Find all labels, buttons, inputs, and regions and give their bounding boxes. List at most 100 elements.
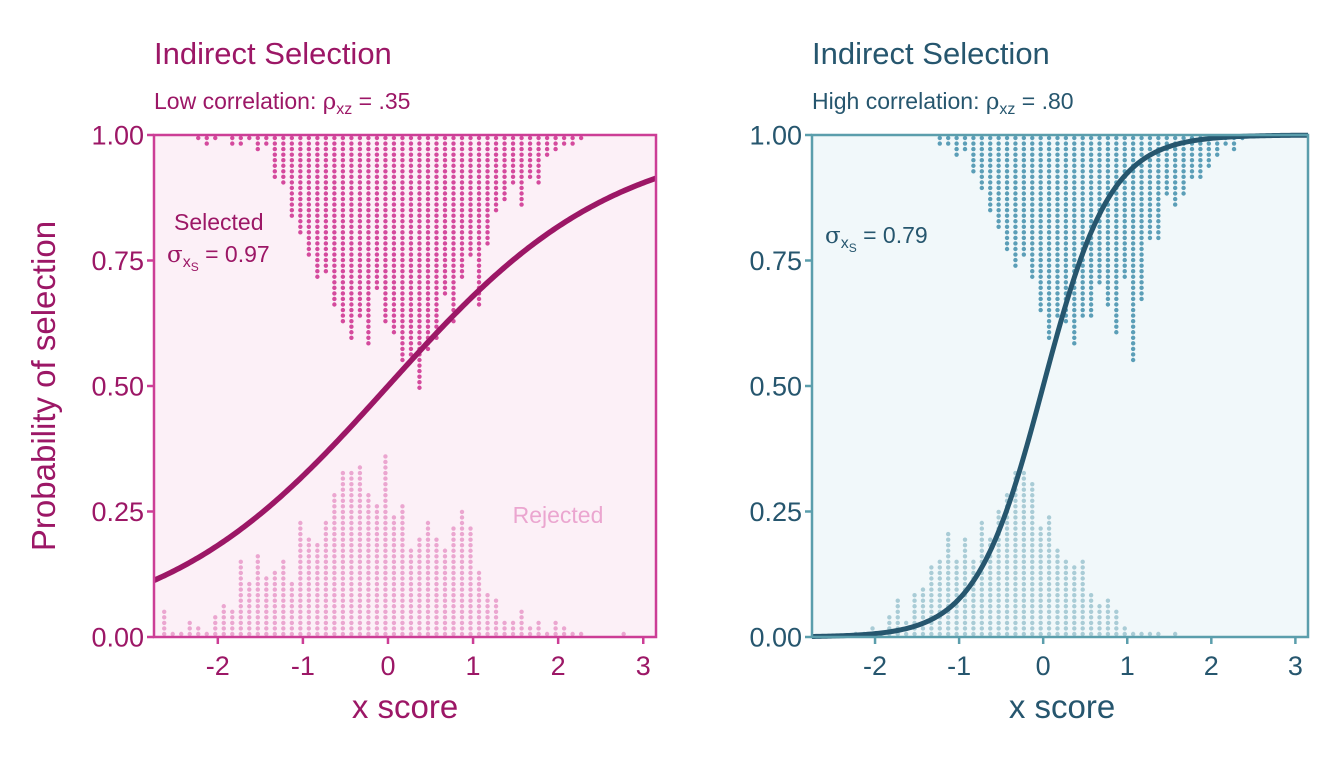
selected-dot	[349, 257, 354, 263]
rejected-dot	[1063, 559, 1069, 565]
selected-dot	[281, 163, 286, 168]
rejected-dot	[383, 615, 388, 620]
selected-dot	[1181, 169, 1186, 174]
selected-dot	[988, 158, 993, 163]
selected-dot	[340, 269, 346, 274]
rejected-dot	[1046, 631, 1052, 637]
selected-dot	[1114, 330, 1119, 335]
rejected-dot	[315, 576, 320, 581]
rejected-dot	[264, 620, 269, 626]
rejected-dot	[349, 565, 354, 570]
selected-dot	[357, 196, 363, 202]
selected-dot	[1147, 213, 1153, 218]
selected-dot	[408, 346, 414, 352]
selected-dot	[1105, 241, 1111, 246]
selected-dot	[1114, 269, 1119, 274]
selected-dot	[544, 152, 550, 157]
rejected-dot	[349, 587, 354, 592]
selected-dot	[391, 296, 397, 302]
selected-dot	[1004, 207, 1010, 213]
rejected-dot	[434, 598, 439, 603]
rejected-dot	[357, 493, 363, 498]
rejected-dot	[272, 620, 278, 626]
selected-dot	[1038, 230, 1043, 235]
selected-dot	[315, 274, 320, 279]
selected-dot	[1130, 263, 1136, 268]
selected-dot	[357, 135, 363, 141]
rejected-dot	[1021, 531, 1027, 537]
x-axis-label: x score	[352, 688, 458, 725]
rejected-dot	[374, 615, 380, 620]
selected-dot	[493, 163, 499, 168]
rejected-dot	[996, 587, 1001, 592]
selected-dot	[425, 224, 431, 229]
rejected-dot	[340, 609, 346, 614]
selected-dot	[442, 213, 448, 218]
selected-dot	[357, 269, 363, 274]
selected-label: Selected	[174, 209, 264, 235]
selected-dot	[434, 152, 439, 157]
selected-dot	[1080, 219, 1085, 224]
selected-dot	[349, 241, 354, 246]
rejected-dot	[451, 581, 456, 587]
rejected-dot	[1030, 537, 1035, 542]
selected-dot	[459, 252, 465, 257]
rejected-dot	[383, 548, 388, 553]
selected-dot	[485, 180, 490, 185]
rejected-dot	[937, 581, 942, 587]
selected-dot	[417, 291, 422, 296]
selected-dot	[451, 252, 456, 257]
rejected-dot	[996, 615, 1001, 620]
selected-dot	[332, 196, 337, 202]
selected-dot	[1198, 174, 1203, 180]
selected-dot	[476, 158, 482, 163]
selected-dot	[1063, 207, 1069, 213]
rejected-dot	[281, 626, 286, 631]
rejected-dot	[1013, 598, 1018, 603]
selected-dot	[1055, 280, 1060, 285]
selected-dot	[476, 152, 482, 157]
selected-dot	[1055, 174, 1060, 180]
selected-dot	[485, 169, 490, 174]
rejected-dot	[996, 576, 1001, 581]
selected-dot	[459, 135, 465, 141]
selected-dot	[1038, 174, 1043, 180]
rejected-dot	[954, 620, 959, 626]
rejected-dot	[1063, 592, 1069, 598]
selected-dot	[1130, 202, 1136, 207]
rejected-dot	[417, 559, 422, 565]
selected-dot	[374, 174, 380, 180]
rejected-dot	[979, 587, 985, 592]
selected-dot	[425, 196, 431, 202]
selected-dot	[323, 169, 329, 174]
selected-dot	[442, 274, 448, 279]
selected-dot	[1038, 185, 1043, 191]
rejected-dot	[442, 587, 448, 592]
selected-dot	[315, 230, 320, 235]
rejected-dot	[476, 598, 482, 603]
selected-dot	[417, 280, 422, 285]
selected-dot	[417, 135, 422, 141]
selected-dot	[425, 152, 431, 157]
rejected-dot	[451, 570, 456, 576]
rejected-dot	[298, 543, 303, 548]
rejected-dot	[383, 559, 388, 565]
rejected-dot	[476, 592, 482, 598]
rejected-dot	[264, 576, 269, 581]
rejected-dot	[332, 559, 337, 565]
selected-dot	[442, 202, 448, 207]
rejected-dot	[391, 581, 397, 587]
rejected-dot	[1021, 493, 1027, 498]
rejected-dot	[366, 598, 371, 603]
selected-dot	[340, 318, 346, 324]
selected-dot	[502, 180, 507, 185]
rejected-dot	[920, 598, 926, 603]
rejected-dot	[323, 565, 329, 570]
rejected-dot	[536, 631, 541, 637]
rejected-dot	[954, 592, 959, 598]
selected-dot	[289, 207, 295, 213]
selected-dot	[451, 302, 456, 307]
selected-dot	[1063, 274, 1069, 279]
rejected-dot	[391, 531, 397, 537]
selected-dot	[502, 174, 507, 180]
